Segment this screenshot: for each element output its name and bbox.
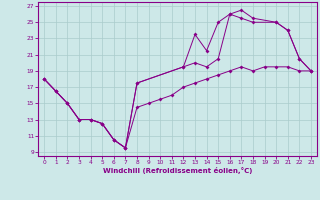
- X-axis label: Windchill (Refroidissement éolien,°C): Windchill (Refroidissement éolien,°C): [103, 167, 252, 174]
